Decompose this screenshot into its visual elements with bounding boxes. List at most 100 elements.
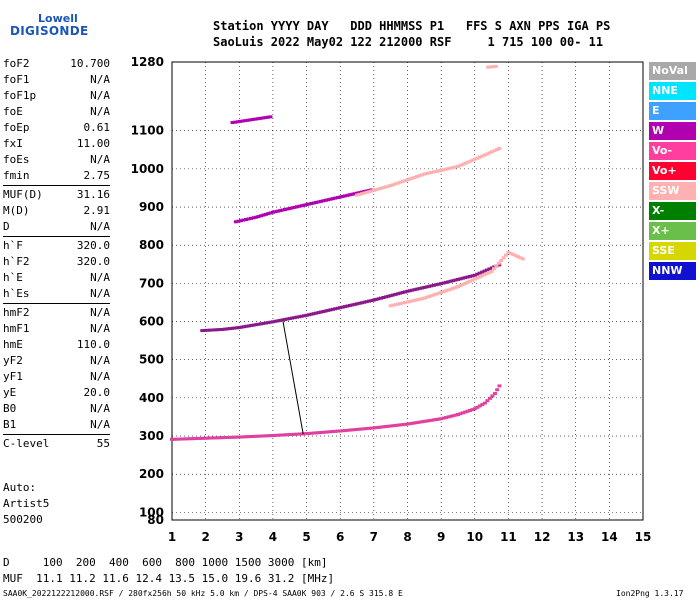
echo-mark bbox=[436, 282, 441, 286]
echo-mark bbox=[179, 437, 184, 441]
y-tick-label: 700 bbox=[139, 276, 164, 290]
param-name: foF2 bbox=[3, 57, 30, 70]
echo-mark bbox=[492, 149, 497, 153]
echo-mark bbox=[352, 302, 357, 306]
echo-mark bbox=[367, 299, 372, 303]
param-value: N/A bbox=[90, 271, 110, 284]
echo-mark bbox=[285, 433, 290, 437]
echo-mark bbox=[415, 175, 420, 179]
echo-mark bbox=[268, 211, 273, 215]
echo-mark bbox=[427, 171, 432, 175]
echo-mark bbox=[465, 409, 470, 413]
echo-mark bbox=[217, 328, 222, 332]
echo-mark bbox=[250, 118, 255, 122]
echo-mark bbox=[422, 172, 427, 176]
echo-mark bbox=[455, 164, 460, 168]
echo-mark bbox=[328, 430, 333, 434]
echo-mark bbox=[422, 285, 427, 289]
echo-mark bbox=[326, 430, 331, 434]
param-value: N/A bbox=[90, 306, 110, 319]
param-row: hmE 110.0 bbox=[3, 337, 110, 353]
echo-mark bbox=[518, 256, 523, 260]
y-tick-label: 1000 bbox=[131, 162, 164, 176]
echo-mark bbox=[497, 263, 502, 267]
param-row: h`F 320.0 bbox=[3, 238, 110, 254]
param-divider bbox=[3, 236, 110, 237]
x-tick-label: 13 bbox=[567, 530, 584, 544]
echo-mark bbox=[487, 151, 492, 155]
param-name: yF1 bbox=[3, 370, 23, 383]
echo-mark bbox=[419, 420, 424, 424]
param-row: foEs N/A bbox=[3, 152, 110, 168]
echo-mark bbox=[270, 434, 275, 438]
echo-mark bbox=[359, 192, 364, 196]
echo-mark bbox=[302, 203, 307, 207]
y-tick-label: 900 bbox=[139, 200, 164, 214]
param-row: MUF(D) 31.16 bbox=[3, 187, 110, 203]
echo-mark bbox=[477, 275, 482, 279]
echo-mark bbox=[492, 265, 497, 269]
echo-mark bbox=[222, 327, 227, 331]
echo-mark bbox=[364, 300, 369, 304]
echo-mark bbox=[347, 303, 352, 307]
echo-mark bbox=[338, 429, 343, 433]
echo-mark bbox=[345, 304, 350, 308]
echo-mark bbox=[238, 119, 243, 123]
echo-mark bbox=[275, 319, 280, 323]
param-value: N/A bbox=[90, 89, 110, 102]
echo-mark bbox=[270, 210, 275, 214]
echo-mark bbox=[200, 329, 205, 333]
echo-mark bbox=[335, 196, 340, 200]
echo-mark bbox=[314, 311, 319, 315]
echo-mark bbox=[241, 218, 246, 222]
plot-frame bbox=[171, 61, 644, 521]
echo-mark bbox=[292, 316, 297, 320]
echo-mark bbox=[244, 324, 249, 328]
echo-mark bbox=[458, 277, 463, 281]
x-tick-label: 4 bbox=[269, 530, 277, 544]
echo-mark bbox=[304, 313, 309, 317]
echo-mark bbox=[453, 278, 458, 282]
echo-mark bbox=[233, 120, 238, 124]
echo-mark bbox=[441, 290, 446, 294]
echo-mark bbox=[369, 426, 374, 430]
param-row: hmF2 N/A bbox=[3, 305, 110, 321]
param-row: yE 20.0 bbox=[3, 385, 110, 401]
echo-mark bbox=[263, 116, 268, 120]
echo-mark bbox=[170, 437, 174, 441]
param-name: foEp bbox=[3, 121, 30, 134]
echo-mark bbox=[407, 299, 412, 303]
x-tick-label: 2 bbox=[201, 530, 209, 544]
echo-mark bbox=[482, 153, 487, 157]
echo-mark bbox=[273, 433, 278, 437]
echo-mark bbox=[246, 435, 251, 439]
param-value: 11.00 bbox=[76, 137, 110, 150]
param-divider bbox=[3, 303, 110, 304]
echo-mark bbox=[364, 190, 369, 194]
echo-mark bbox=[453, 413, 458, 417]
param-name: foF1 bbox=[3, 73, 30, 86]
param-value: N/A bbox=[90, 370, 110, 383]
echo-mark bbox=[467, 408, 472, 412]
echo-mark bbox=[227, 435, 232, 439]
echo-mark bbox=[475, 276, 480, 280]
echo-mark bbox=[400, 291, 405, 295]
echo-mark bbox=[516, 255, 521, 259]
echo-mark bbox=[323, 430, 328, 434]
echo-mark bbox=[251, 216, 256, 220]
echo-mark bbox=[345, 428, 350, 432]
echo-mark bbox=[448, 279, 453, 283]
echo-mark bbox=[306, 431, 311, 435]
echo-mark bbox=[222, 436, 227, 440]
echo-mark bbox=[506, 250, 511, 254]
echo-mark bbox=[316, 431, 321, 435]
echo-mark bbox=[490, 394, 495, 398]
echo-mark bbox=[355, 427, 360, 431]
echo-mark bbox=[318, 310, 323, 314]
echo-mark bbox=[455, 285, 460, 289]
param-value: 10.700 bbox=[70, 57, 110, 70]
echo-mark bbox=[443, 416, 448, 420]
echo-mark bbox=[220, 327, 225, 331]
echo-mark bbox=[403, 179, 408, 183]
echo-mark bbox=[497, 146, 502, 150]
